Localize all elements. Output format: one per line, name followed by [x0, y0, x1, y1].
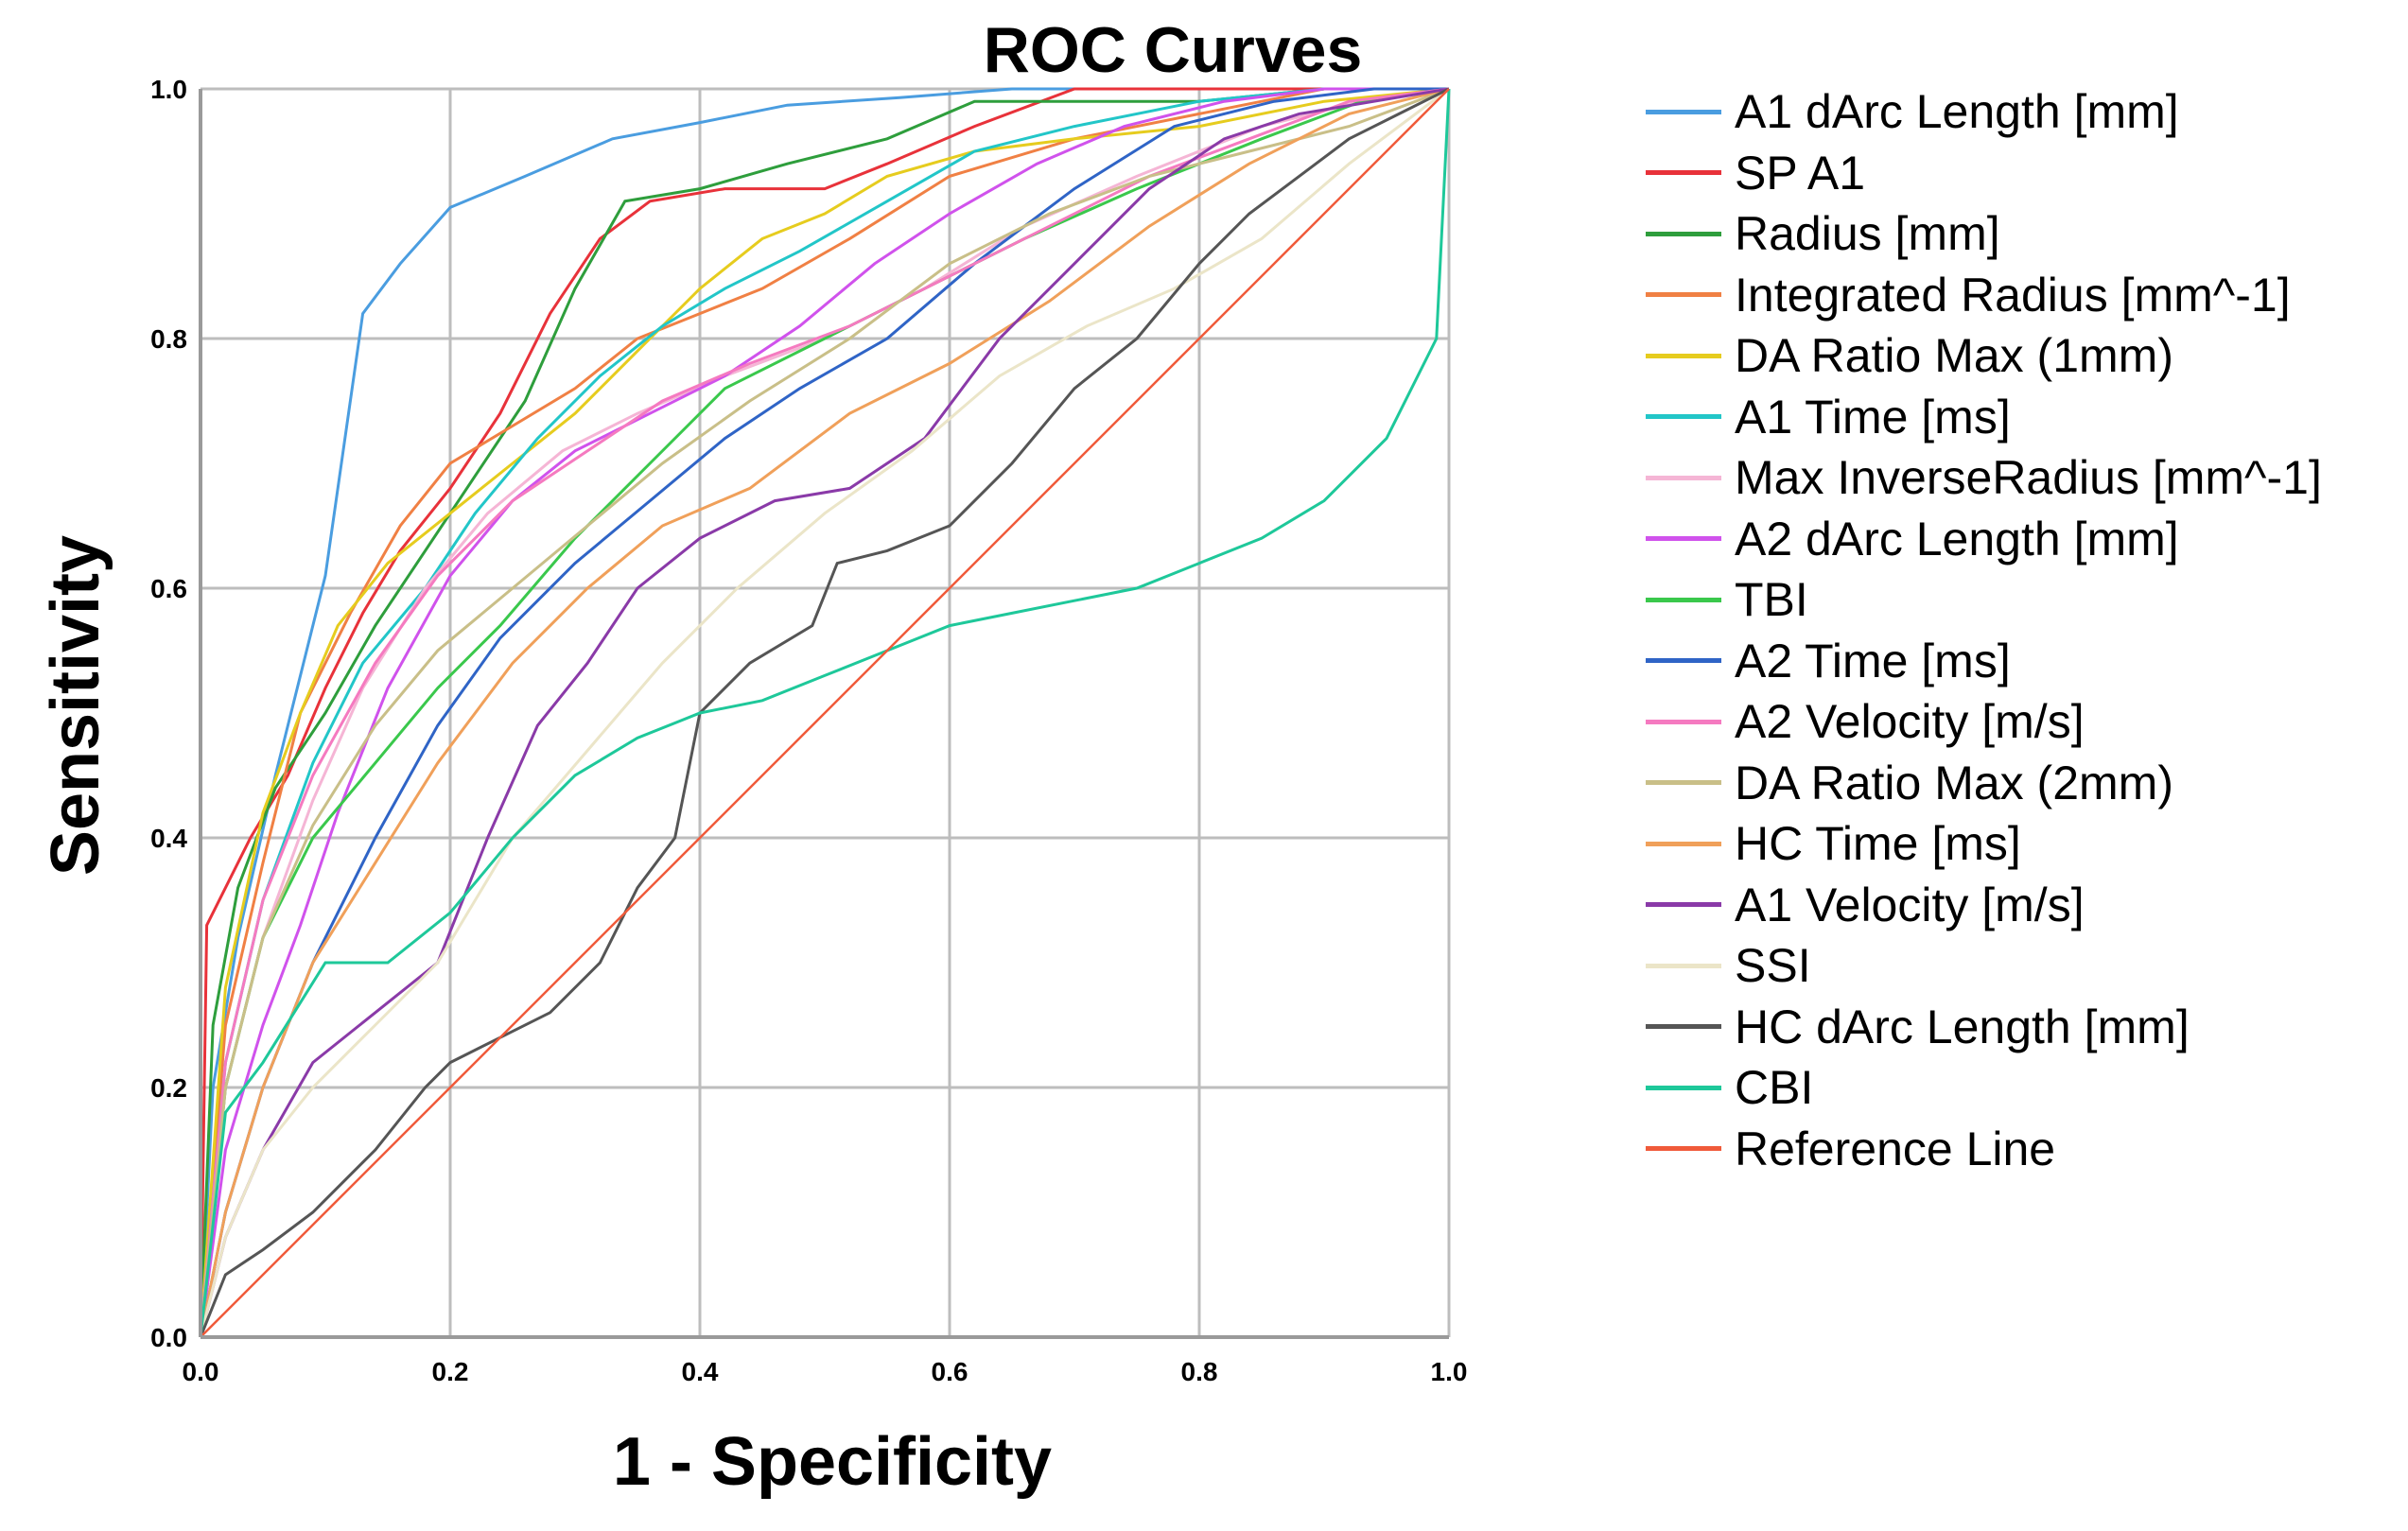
legend-item: TBI [1646, 569, 2322, 631]
y-tick-label-0: 0.0 [150, 1323, 187, 1352]
series-line-ssi [199, 87, 1450, 1338]
legend-label: HC dArc Length [mm] [1735, 1000, 2190, 1053]
series-line-a1-time-ms [199, 87, 1449, 1338]
y-tick-label-1: 0.2 [150, 1073, 187, 1103]
x-tick-label-2: 0.4 [682, 1357, 719, 1386]
legend-label: DA Ratio Max (1mm) [1735, 329, 2173, 383]
legend-label: A1 Velocity [m/s] [1735, 878, 2085, 931]
legend-item: A1 Time [ms] [1646, 387, 2322, 448]
legend-swatch [1646, 170, 1721, 176]
legend-label: Reference Line [1735, 1122, 2056, 1175]
legend-swatch [1646, 292, 1721, 298]
legend-swatch [1646, 902, 1721, 908]
axes [199, 89, 1449, 1339]
legend-label: Integrated Radius [mm^-1] [1735, 268, 2291, 322]
legend-item: SSI [1646, 935, 2322, 997]
series-line-a1-darc-length-mm [199, 87, 1449, 1338]
chart-title: ROC Curves [983, 14, 1363, 86]
y-tick-label-2: 0.4 [150, 824, 187, 853]
legend-item: DA Ratio Max (2mm) [1646, 753, 2322, 814]
legend-swatch [1646, 841, 1721, 846]
legend-item: A1 Velocity [m/s] [1646, 875, 2322, 936]
legend-item: Reference Line [1646, 1119, 2322, 1180]
series-line-a2-velocity-m-s [199, 87, 1450, 1338]
legend-swatch [1646, 780, 1721, 786]
legend-label: A1 Time [ms] [1735, 390, 2011, 444]
y-tick-label-3: 0.6 [150, 574, 187, 603]
legend-item: A1 dArc Length [mm] [1646, 81, 2322, 143]
series-line-integrated-radius-mm-1 [199, 87, 1449, 1338]
y-tick-label-5: 1.0 [150, 75, 187, 104]
x-tick-label-5: 1.0 [1431, 1357, 1468, 1386]
series-line-a2-darc-length-mm [199, 87, 1449, 1338]
legend-swatch [1646, 1085, 1721, 1090]
legend-swatch [1646, 963, 1721, 968]
legend-item: DA Ratio Max (1mm) [1646, 325, 2322, 387]
legend-swatch [1646, 353, 1721, 358]
legend-label: SSI [1735, 939, 1811, 993]
legend-label: HC Time [ms] [1735, 817, 2021, 871]
series-line-tbi [199, 87, 1450, 1338]
x-tick-label-0: 0.0 [183, 1357, 219, 1386]
legend-swatch [1646, 719, 1721, 724]
legend-item: HC Time [ms] [1646, 813, 2322, 875]
legend-item: HC dArc Length [mm] [1646, 997, 2322, 1058]
legend-label: A2 Velocity [m/s] [1735, 695, 2085, 749]
x-tick-label-4: 0.8 [1181, 1357, 1218, 1386]
legend-swatch [1646, 109, 1721, 114]
x-axis-label: 1 - Specificity [612, 1424, 1053, 1500]
legend-item: A2 dArc Length [mm] [1646, 509, 2322, 570]
legend-label: SP A1 [1735, 146, 1866, 200]
x-tick-label-1: 0.2 [432, 1357, 469, 1386]
series-line-reference-line [200, 88, 1450, 1338]
legend-label: A1 dArc Length [mm] [1735, 85, 2179, 139]
legend-item: CBI [1646, 1057, 2322, 1119]
legend-item: Radius [mm] [1646, 203, 2322, 265]
series-line-hc-darc-length-mm [199, 87, 1450, 1338]
series-line-cbi [199, 88, 1451, 1338]
legend-swatch [1646, 414, 1721, 420]
legend-swatch [1646, 658, 1721, 664]
legend-label: A2 Time [ms] [1735, 634, 2011, 687]
legend-swatch [1646, 1024, 1721, 1030]
legend-label: Radius [mm] [1735, 207, 2000, 261]
legend-label: CBI [1735, 1061, 1814, 1115]
series-lines [199, 87, 1451, 1338]
legend-item: Max InverseRadius [mm^-1] [1646, 447, 2322, 509]
series-line-a1-velocity-m-s [199, 87, 1450, 1338]
legend-label: A2 dArc Length [mm] [1735, 512, 2179, 565]
legend-item: A2 Time [ms] [1646, 631, 2322, 692]
series-line-radius-mm [199, 87, 1449, 1338]
series-line-max-inverseradius-mm-1 [199, 87, 1450, 1338]
legend-item: Integrated Radius [mm^-1] [1646, 265, 2322, 326]
legend-swatch [1646, 597, 1721, 602]
legend-label: TBI [1735, 573, 1808, 627]
legend-swatch [1646, 1146, 1721, 1152]
legend-label: DA Ratio Max (2mm) [1735, 756, 2173, 809]
legend-item: A2 Velocity [m/s] [1646, 691, 2322, 753]
legend: A1 dArc Length [mm] SP A1 Radius [mm] Integ… [1646, 81, 2322, 1179]
legend-swatch [1646, 536, 1721, 542]
y-axis-label: Sensitivity [38, 534, 113, 877]
legend-swatch [1646, 231, 1721, 236]
y-tick-label-4: 0.8 [150, 324, 187, 354]
legend-item: SP A1 [1646, 143, 2322, 204]
tick-labels: 0.0 0.2 0.4 0.6 0.8 1.0 0.0 0.2 0.4 0.6 0.8 1.0 [150, 75, 1467, 1386]
series-line-hc-time-ms [199, 87, 1450, 1338]
legend-swatch [1646, 475, 1721, 480]
x-tick-label-3: 0.6 [932, 1357, 968, 1386]
legend-label: Max InverseRadius [mm^-1] [1735, 451, 2322, 505]
series-line-da-ratio-max-1mm [199, 87, 1450, 1338]
